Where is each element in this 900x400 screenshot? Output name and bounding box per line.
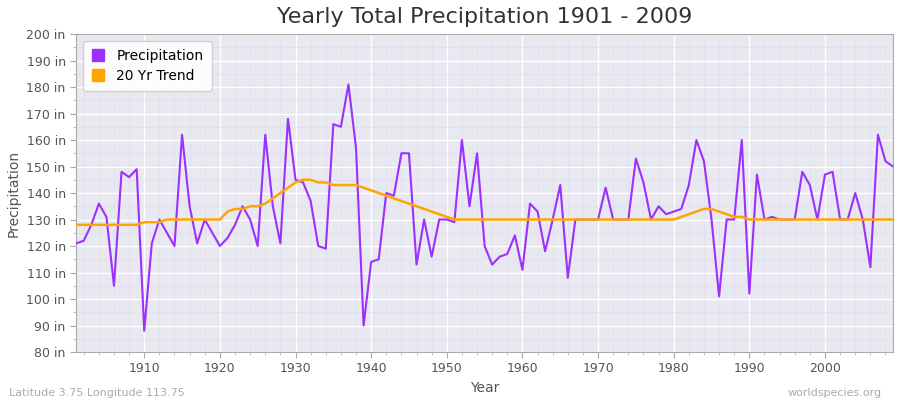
20 Yr Trend (616, 217, 626, 222)
Precipitation (139, 328, 149, 333)
Precipitation (131, 167, 142, 172)
20 Yr Trend (305, 177, 316, 182)
Text: Latitude 3.75 Longitude 113.75: Latitude 3.75 Longitude 113.75 (9, 388, 184, 398)
20 Yr Trend (351, 183, 362, 188)
20 Yr Trend (517, 217, 527, 222)
Precipitation (525, 201, 535, 206)
Legend: Precipitation, 20 Yr Trend: Precipitation, 20 Yr Trend (83, 41, 212, 91)
Text: worldspecies.org: worldspecies.org (788, 388, 882, 398)
20 Yr Trend (887, 217, 898, 222)
Title: Yearly Total Precipitation 1901 - 2009: Yearly Total Precipitation 1901 - 2009 (277, 7, 692, 27)
Precipitation (305, 198, 316, 203)
Line: 20 Yr Trend: 20 Yr Trend (76, 180, 893, 225)
Precipitation (71, 241, 82, 246)
Line: Precipitation: Precipitation (76, 84, 893, 331)
20 Yr Trend (298, 177, 309, 182)
20 Yr Trend (71, 222, 82, 227)
20 Yr Trend (131, 222, 142, 227)
20 Yr Trend (525, 217, 535, 222)
Precipitation (532, 209, 543, 214)
Precipitation (623, 217, 634, 222)
Y-axis label: Precipitation: Precipitation (7, 150, 21, 236)
Precipitation (358, 323, 369, 328)
Precipitation (343, 82, 354, 87)
Precipitation (887, 164, 898, 169)
X-axis label: Year: Year (470, 381, 500, 395)
